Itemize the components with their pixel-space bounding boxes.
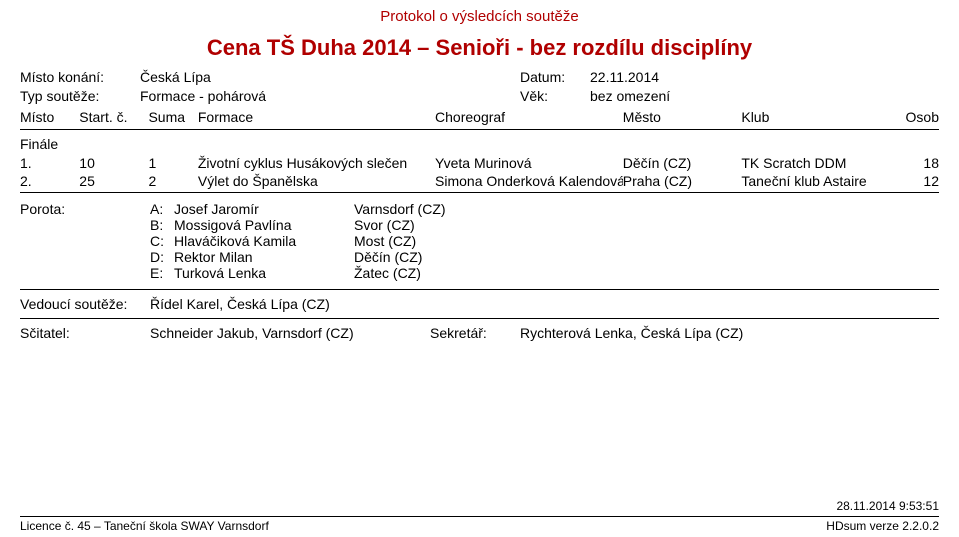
cell-choreo: Yveta Murinová [435, 155, 623, 171]
col-suma: Suma [148, 109, 197, 125]
type-value: Formace - pohárová [140, 88, 520, 104]
vedouci-label: Vedoucí soutěže: [20, 296, 150, 312]
footer: 28.11.2014 9:53:51 Licence č. 45 – Taneč… [20, 499, 939, 533]
main-title: Cena TŠ Duha 2014 – Senioři - bez rozdíl… [20, 35, 939, 61]
jury-name: Hlaváčiková Kamila [174, 233, 354, 249]
jury-name: Turková Lenka [174, 265, 354, 281]
jury-letter: B: [150, 217, 174, 233]
col-choreo: Choreograf [435, 109, 623, 125]
divider [20, 129, 939, 130]
col-misto: Místo [20, 109, 79, 125]
jury-row: E:Turková LenkaŽatec (CZ) [150, 265, 939, 281]
result-row: 1.101Životní cyklus Husákových slečenYve… [20, 154, 939, 172]
cell-klub: TK Scratch DDM [741, 155, 889, 171]
footer-timestamp: 28.11.2014 9:53:51 [20, 499, 939, 513]
jury-city: Žatec (CZ) [354, 265, 554, 281]
col-klub: Klub [741, 109, 889, 125]
place-label: Místo konání: [20, 69, 140, 85]
cell-start: 25 [79, 173, 148, 189]
jury-name: Josef Jaromír [174, 201, 354, 217]
cell-start: 10 [79, 155, 148, 171]
jury-name: Rektor Milan [174, 249, 354, 265]
cell-klub: Taneční klub Astaire [741, 173, 889, 189]
jury-letter: A: [150, 201, 174, 217]
jury-list: A:Josef JaromírVarnsdorf (CZ)B:Mossigová… [150, 201, 939, 281]
jury-city: Děčín (CZ) [354, 249, 554, 265]
cell-formace: Výlet do Španělska [198, 173, 435, 189]
cell-suma: 1 [148, 155, 197, 171]
jury-letter: D: [150, 249, 174, 265]
footer-licence: Licence č. 45 – Taneční škola SWAY Varns… [20, 519, 269, 533]
meta-row-place: Místo konání: Česká Lípa Datum: 22.11.20… [20, 69, 939, 85]
columns-header: Místo Start. č. Suma Formace Choreograf … [20, 107, 939, 127]
divider [20, 289, 939, 290]
jury-city: Svor (CZ) [354, 217, 554, 233]
date-value: 22.11.2014 [590, 69, 939, 85]
cell-mesto: Děčín (CZ) [623, 155, 742, 171]
cell-place: 2. [20, 173, 79, 189]
sekretar-label: Sekretář: [430, 325, 520, 341]
section-finale: Finále [20, 132, 939, 154]
col-formace: Formace [198, 109, 435, 125]
scitatel-row: Sčitatel: Schneider Jakub, Varnsdorf (CZ… [20, 321, 939, 345]
protocol-title: Protokol o výsledcích soutěže [20, 8, 939, 25]
cell-osob: 18 [890, 155, 939, 171]
result-row: 2.252Výlet do ŠpanělskaSimona Onderková … [20, 172, 939, 190]
jury-letter: E: [150, 265, 174, 281]
jury-block: Porota: A:Josef JaromírVarnsdorf (CZ)B:M… [20, 195, 939, 287]
footer-version: HDsum verze 2.2.0.2 [826, 519, 939, 533]
col-osob: Osob [890, 109, 939, 125]
jury-row: C:Hlaváčiková KamilaMost (CZ) [150, 233, 939, 249]
date-label: Datum: [520, 69, 590, 85]
cell-mesto: Praha (CZ) [623, 173, 742, 189]
col-startc: Start. č. [79, 109, 148, 125]
jury-row: A:Josef JaromírVarnsdorf (CZ) [150, 201, 939, 217]
jury-row: B:Mossigová PavlínaSvor (CZ) [150, 217, 939, 233]
jury-name: Mossigová Pavlína [174, 217, 354, 233]
age-value: bez omezení [590, 88, 939, 104]
jury-city: Varnsdorf (CZ) [354, 201, 554, 217]
divider [20, 318, 939, 319]
cell-place: 1. [20, 155, 79, 171]
col-mesto: Město [623, 109, 742, 125]
place-value: Česká Lípa [140, 69, 520, 85]
cell-suma: 2 [148, 173, 197, 189]
vedouci-row: Vedoucí soutěže: Řídel Karel, Česká Lípa… [20, 292, 939, 316]
cell-choreo: Simona Onderková Kalendová [435, 173, 623, 189]
scitatel-value: Schneider Jakub, Varnsdorf (CZ) [150, 325, 430, 341]
jury-letter: C: [150, 233, 174, 249]
divider [20, 192, 939, 193]
jury-city: Most (CZ) [354, 233, 554, 249]
type-label: Typ soutěže: [20, 88, 140, 104]
meta-row-type: Typ soutěže: Formace - pohárová Věk: bez… [20, 88, 939, 104]
sekretar-value: Rychterová Lenka, Česká Lípa (CZ) [520, 325, 743, 341]
scitatel-label: Sčitatel: [20, 325, 150, 341]
cell-formace: Životní cyklus Husákových slečen [198, 155, 435, 171]
age-label: Věk: [520, 88, 590, 104]
cell-osob: 12 [890, 173, 939, 189]
vedouci-value: Řídel Karel, Česká Lípa (CZ) [150, 296, 330, 312]
jury-label: Porota: [20, 201, 150, 281]
jury-row: D:Rektor MilanDěčín (CZ) [150, 249, 939, 265]
